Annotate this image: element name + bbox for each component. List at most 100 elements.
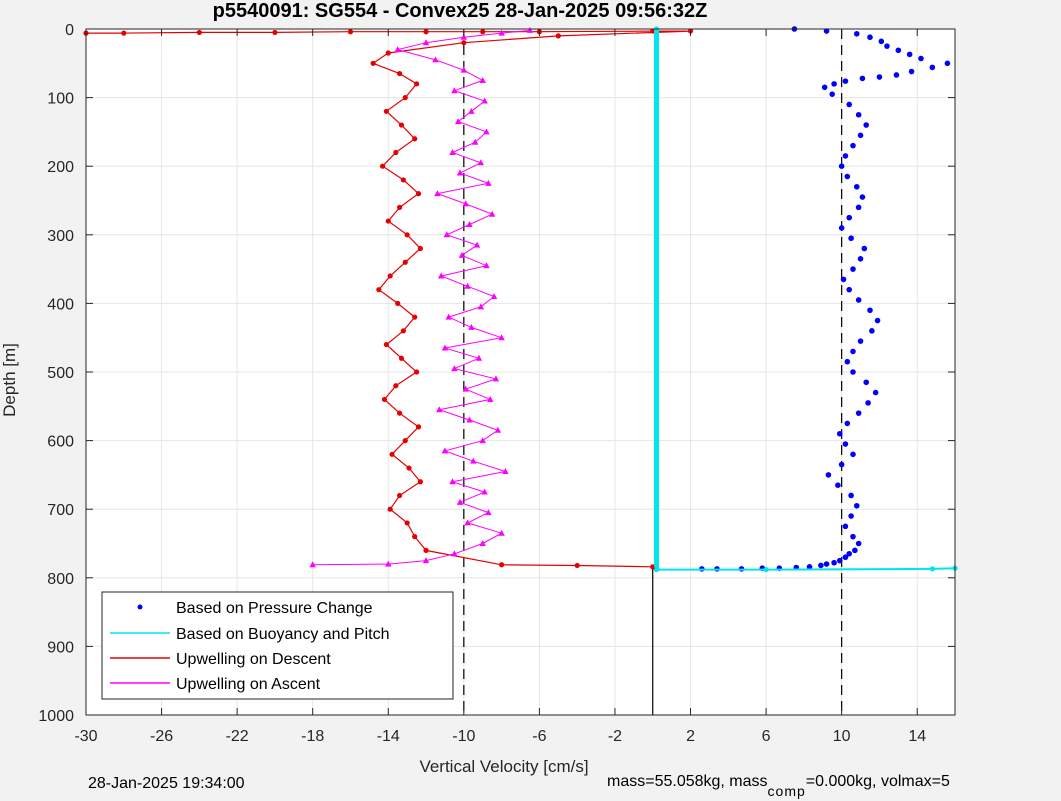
series-point	[574, 562, 580, 569]
ascent-point	[460, 66, 468, 73]
pressure-point	[836, 430, 843, 437]
pressure-point	[846, 550, 853, 557]
footer-params-sub: comp	[767, 783, 806, 799]
x-tick-label: -14	[377, 728, 400, 745]
series-point	[404, 520, 410, 526]
pressure-point	[842, 78, 849, 84]
series-point	[347, 29, 354, 35]
pressure-point	[857, 132, 864, 139]
y-tick-label: 100	[47, 91, 74, 108]
ascent-point	[498, 334, 505, 341]
y-tick-label: 900	[47, 639, 74, 656]
x-axis-label: Vertical Velocity [cm/s]	[419, 757, 588, 776]
series-point	[499, 562, 505, 568]
ascent-point	[445, 313, 452, 320]
ascent-point	[485, 179, 492, 186]
pressure-point	[855, 204, 862, 211]
series-3	[309, 26, 534, 568]
ascent-point	[451, 550, 458, 557]
ascent-point	[464, 519, 471, 526]
series-point	[396, 492, 403, 499]
pressure-point	[848, 513, 854, 519]
x-tick-label: -30	[74, 728, 97, 745]
pressure-point	[850, 266, 856, 272]
series-point	[929, 566, 935, 572]
series-point	[413, 369, 420, 375]
legend-label-descent: Upwelling on Descent	[176, 651, 331, 668]
pressure-point	[908, 68, 915, 75]
pressure-point	[850, 369, 856, 375]
pressure-point	[842, 523, 849, 530]
series-point	[555, 33, 561, 39]
ascent-point	[502, 467, 509, 474]
pressure-point	[846, 101, 853, 108]
series-point	[413, 81, 420, 87]
y-tick-label: 1000	[38, 708, 74, 725]
series-point	[121, 30, 127, 36]
ascent-point	[526, 26, 534, 33]
ascent-point	[492, 375, 500, 382]
pressure-point	[878, 38, 885, 45]
ascent-point	[483, 128, 490, 135]
pressure-point	[848, 492, 854, 499]
pressure-point	[852, 547, 858, 554]
series-point	[385, 50, 391, 56]
footer-params-post: =0.000kg, volmax=5	[805, 773, 950, 790]
pressure-point	[884, 43, 890, 49]
ascent-point	[422, 557, 430, 564]
x-tick-label: -26	[150, 728, 173, 745]
ascent-point	[456, 169, 464, 176]
pressure-point	[859, 75, 866, 82]
pressure-point	[842, 153, 849, 159]
pressure-point	[853, 31, 860, 37]
series-point	[381, 396, 388, 403]
pressure-point	[842, 441, 849, 447]
x-tick-label: 14	[908, 728, 926, 745]
series-marks	[83, 26, 958, 573]
y-tick-label: 800	[47, 571, 74, 588]
pressure-point	[844, 173, 851, 180]
pressure-point	[872, 389, 879, 396]
ascent-point	[385, 560, 392, 567]
ascent-point	[481, 97, 488, 104]
ascent-point	[498, 529, 505, 536]
pressure-point	[840, 276, 847, 283]
ascent-point	[458, 251, 466, 258]
pressure-point	[818, 562, 824, 569]
pressure-point	[929, 64, 936, 71]
pressure-point	[859, 194, 866, 200]
pressure-point	[850, 142, 856, 149]
series-point	[423, 29, 429, 35]
y-tick-label: 600	[47, 434, 74, 451]
ascent-point	[468, 323, 475, 330]
pressure-point	[831, 559, 837, 566]
x-tick-label: -10	[452, 728, 475, 745]
pressure-point	[861, 245, 868, 252]
ascent-point	[488, 210, 496, 217]
pressure-point	[906, 51, 913, 58]
x-tick-label: 10	[833, 728, 851, 745]
x-tick-label: -6	[532, 728, 546, 745]
ascent-point	[477, 303, 485, 310]
legend-box	[101, 591, 454, 700]
pressure-point	[835, 482, 841, 488]
ascent-point	[432, 56, 439, 63]
pressure-point	[846, 214, 853, 221]
chart-title: p5540091: SG554 - Convex25 28-Jan-2025 0…	[213, 0, 708, 22]
y-tick-label: 700	[47, 502, 74, 519]
ascent-point	[483, 262, 490, 269]
ascent-point	[466, 221, 473, 228]
pressure-point	[867, 34, 873, 41]
pressure-point	[863, 122, 870, 128]
series-point	[402, 95, 408, 101]
series-point	[400, 177, 406, 183]
series-point	[412, 314, 418, 320]
pressure-point	[825, 472, 832, 478]
ascent-point	[475, 354, 483, 361]
series-point	[196, 29, 202, 36]
series-point	[393, 149, 399, 156]
ascent-point	[456, 498, 464, 505]
pressure-point	[857, 338, 864, 344]
pressure-point	[844, 420, 851, 427]
series-point	[398, 122, 405, 128]
